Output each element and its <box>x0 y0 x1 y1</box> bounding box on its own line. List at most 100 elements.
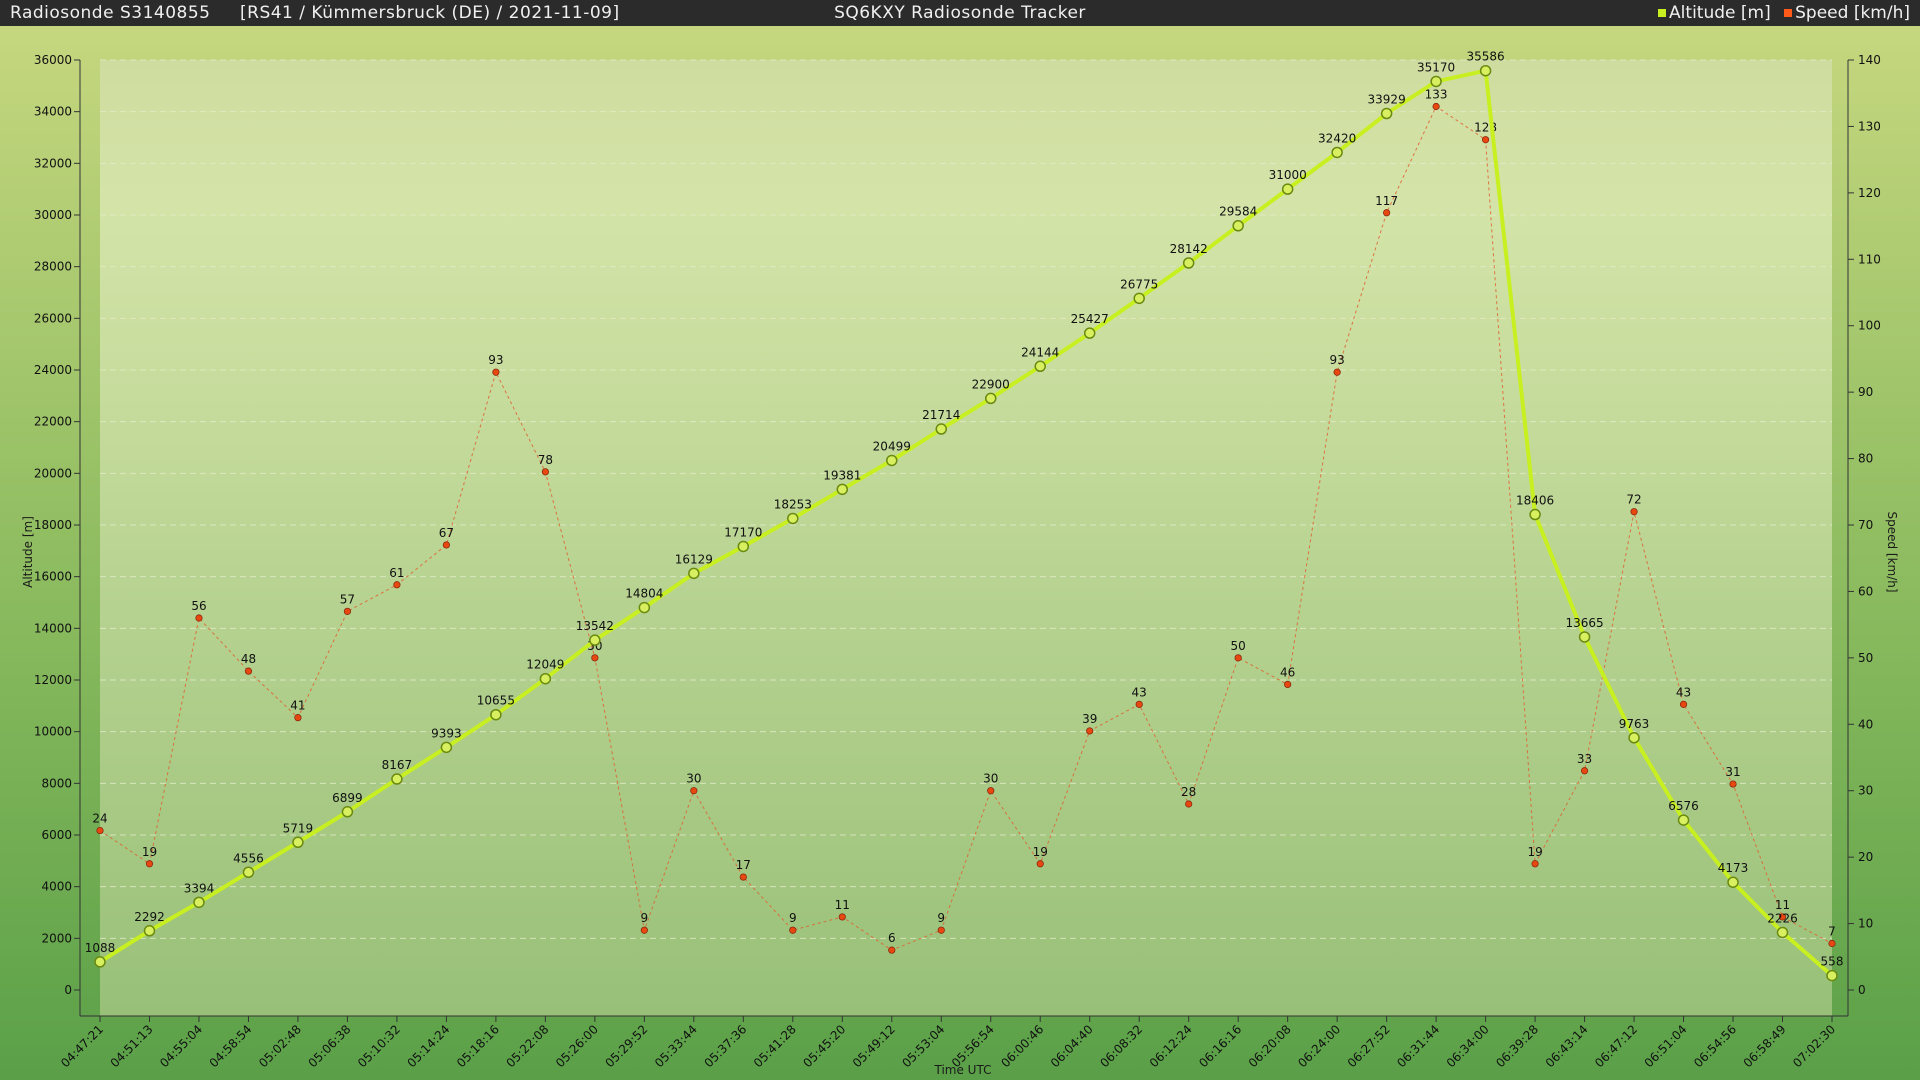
x-tick-label: 05:49:12 <box>850 1022 898 1070</box>
legend: Altitude [m] Speed [km/h] <box>1650 0 1910 26</box>
speed-series: 24 19 56 48 41 57 61 67 93 78 50 9 30 17 9 11 6 9 30 19 39 43… <box>92 88 1836 954</box>
speed-data-label: 9 <box>641 911 649 925</box>
speed-point <box>1531 860 1539 868</box>
altitude-data-label: 35170 <box>1417 60 1455 74</box>
speed-data-label: 30 <box>686 772 701 786</box>
y2-tick-label: 70 <box>1858 518 1873 532</box>
altitude-point <box>1529 508 1541 521</box>
altitude-data-label: 29584 <box>1219 205 1257 219</box>
legend-speed-swatch <box>1784 9 1793 17</box>
speed-point <box>145 860 154 868</box>
altitude-point <box>94 956 106 968</box>
speed-point <box>1234 654 1242 662</box>
y2-tick-label: 110 <box>1858 252 1881 266</box>
x-tick-label: 06:24:00 <box>1295 1022 1343 1070</box>
altitude-point <box>1034 360 1046 373</box>
y-tick-label: 28000 <box>34 260 72 274</box>
speed-point <box>1333 368 1341 376</box>
title-bar: Radiosonde S3140855 [RS41 / Kümmersbruck… <box>0 0 1920 26</box>
altitude-data-label: 26775 <box>1120 277 1158 291</box>
speed-data-label: 46 <box>1280 665 1295 679</box>
speed-point <box>541 468 549 476</box>
altitude-data-label: 9393 <box>431 726 462 740</box>
altitude-point <box>1182 257 1195 269</box>
legend-altitude-label: Altitude [m] <box>1669 3 1771 23</box>
speed-point <box>1135 700 1143 708</box>
speed-point <box>640 926 648 934</box>
speed-point <box>789 926 797 934</box>
altitude-data-label: 33929 <box>1368 93 1406 107</box>
altitude-data-label: 9763 <box>1619 717 1650 731</box>
altitude-data-label: 8167 <box>382 758 413 772</box>
altitude-point <box>193 896 205 909</box>
speed-data-label: 67 <box>439 526 454 540</box>
speed-data-label: 11 <box>1775 898 1790 912</box>
speed-data-label: 7 <box>1828 925 1836 939</box>
x-tick-label: 06:08:32 <box>1097 1022 1145 1070</box>
speed-point <box>1036 860 1044 868</box>
y-tick-label: 20000 <box>34 466 72 480</box>
altitude-data-label: 25427 <box>1071 312 1109 326</box>
speed-point <box>1580 767 1589 775</box>
altitude-data-label: 16129 <box>675 552 713 566</box>
speed-data-label: 33 <box>1577 752 1592 766</box>
altitude-point <box>1232 219 1244 232</box>
y-tick-label: 30000 <box>34 208 72 222</box>
speed-point <box>690 787 698 795</box>
speed-data-label: 11 <box>835 898 850 912</box>
altitude-point <box>1677 814 1690 826</box>
altitude-point <box>886 454 898 467</box>
x-tick-label: 05:02:48 <box>256 1022 304 1070</box>
y-tick-label: 24000 <box>34 363 72 377</box>
altitude-point <box>984 392 997 405</box>
altitude-point <box>1479 64 1492 77</box>
speed-data-label: 43 <box>1132 685 1147 699</box>
x-tick-label: 05:14:24 <box>405 1022 453 1070</box>
altitude-point <box>688 567 700 580</box>
speed-data-label: 78 <box>538 453 553 467</box>
speed-point <box>1630 508 1638 516</box>
speed-point <box>96 826 104 835</box>
altitude-point <box>836 483 849 496</box>
speed-point <box>393 581 401 589</box>
x-tick-label: 05:18:16 <box>454 1022 502 1070</box>
altitude-point <box>1380 107 1393 120</box>
altitude-data-label: 24144 <box>1021 345 1059 359</box>
speed-data-label: 39 <box>1082 712 1097 726</box>
speed-point <box>1185 800 1193 808</box>
x-tick-label: 05:37:36 <box>701 1022 749 1070</box>
x-tick-label: 05:45:20 <box>800 1022 848 1070</box>
x-tick-label: 05:26:00 <box>553 1022 601 1070</box>
speed-data-label: 117 <box>1375 194 1398 208</box>
y-tick-label: 8000 <box>41 776 72 790</box>
altitude-data-label: 3394 <box>184 881 215 895</box>
speed-point <box>492 368 500 376</box>
x-tick-label: 05:22:08 <box>503 1022 551 1070</box>
altitude-point <box>1331 146 1343 159</box>
speed-point <box>937 926 945 934</box>
speed-point <box>244 667 253 675</box>
altitude-data-label: 17170 <box>724 525 762 539</box>
altitude-data-label: 12049 <box>526 658 564 672</box>
x-tick-label: 06:31:44 <box>1394 1022 1442 1070</box>
speed-data-label: 31 <box>1725 765 1740 779</box>
altitude-point <box>539 672 552 685</box>
altitude-point <box>1776 926 1789 939</box>
x-tick-label: 05:10:32 <box>355 1022 403 1070</box>
x-axis-label: Time UTC <box>934 1063 992 1077</box>
speed-data-label: 50 <box>1231 639 1246 653</box>
altitude-line <box>98 68 1834 978</box>
altitude-data-label: 2226 <box>1767 911 1798 925</box>
speed-data-label: 19 <box>142 845 157 859</box>
y-axis-label: Altitude [m] <box>21 516 35 588</box>
x-tick-label: 05:29:52 <box>602 1022 650 1070</box>
y2-tick-label: 50 <box>1858 651 1873 665</box>
speed-point <box>1284 680 1292 689</box>
altitude-point <box>935 423 948 435</box>
altitude-point <box>737 540 750 553</box>
altitude-data-label: 20499 <box>873 439 911 453</box>
x-tick-label: 04:47:21 <box>58 1022 106 1070</box>
altitude-point <box>1628 732 1640 744</box>
y-tick-label: 16000 <box>34 570 72 584</box>
x-tick-label: 05:41:28 <box>751 1022 799 1070</box>
